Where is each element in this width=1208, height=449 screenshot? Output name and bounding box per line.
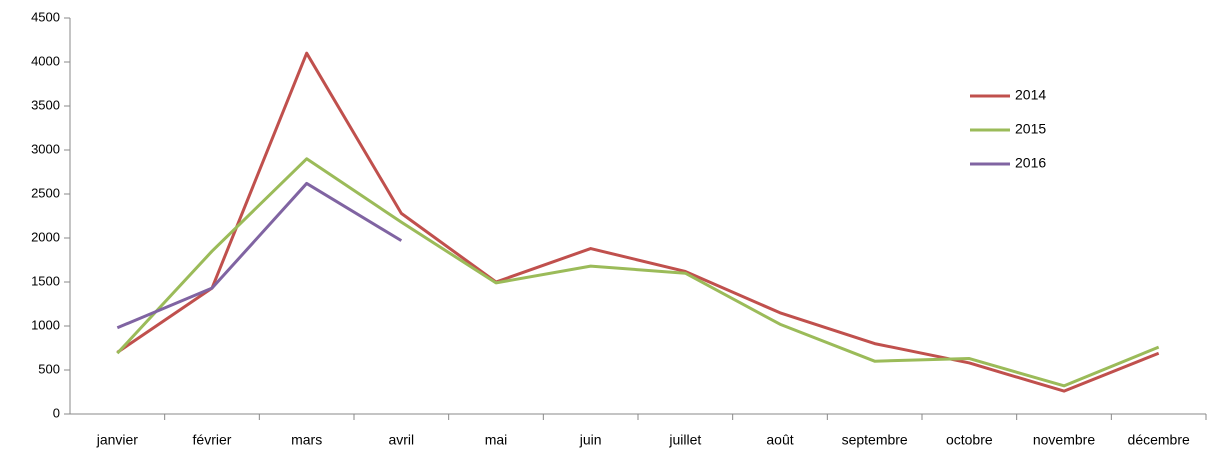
series-line (116, 181, 403, 330)
y-tick-label: 500 (38, 361, 60, 376)
y-tick-label: 1000 (31, 317, 60, 332)
x-tick-label: janvier (96, 432, 139, 448)
x-tick-label: août (766, 432, 793, 448)
legend-label: 2016 (1015, 155, 1046, 171)
legend-label: 2015 (1015, 121, 1046, 137)
x-tick-label: juillet (668, 432, 701, 448)
x-tick-label: mars (291, 432, 322, 448)
legend-label: 2014 (1015, 87, 1046, 103)
x-tick-label: octobre (946, 432, 993, 448)
x-tick-label: novembre (1033, 432, 1095, 448)
y-tick-label: 0 (53, 405, 60, 420)
y-tick-label: 1500 (31, 273, 60, 288)
y-tick-label: 2500 (31, 185, 60, 200)
y-tick-label: 4500 (31, 9, 60, 24)
x-tick-label: février (193, 432, 232, 448)
x-tick-label: avril (388, 432, 414, 448)
x-tick-label: juin (579, 432, 602, 448)
series-line (116, 51, 1160, 393)
y-tick-label: 2000 (31, 229, 60, 244)
x-tick-label: décembre (1128, 432, 1190, 448)
x-tick-label: mai (485, 432, 508, 448)
y-tick-label: 3000 (31, 141, 60, 156)
y-tick-label: 3500 (31, 97, 60, 112)
x-tick-label: septembre (842, 432, 908, 448)
series-line (116, 157, 1160, 388)
y-tick-label: 4000 (31, 53, 60, 68)
